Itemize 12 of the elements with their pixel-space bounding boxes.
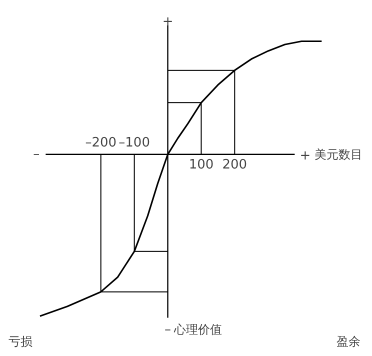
text: 盈余 [336,334,360,348]
text: 亏损 [8,334,32,348]
annotation: + [300,148,311,164]
x-tick-label: –100 [118,135,150,150]
text: + [162,14,174,30]
x-tick-label: –200 [85,135,117,150]
text: 心理价值 [172,322,222,337]
annotation: 200 [222,157,248,172]
annotation: – [33,146,40,162]
annotation: 美元数目 [314,147,363,162]
text: – [164,322,172,338]
annotation: 100 [188,157,214,172]
